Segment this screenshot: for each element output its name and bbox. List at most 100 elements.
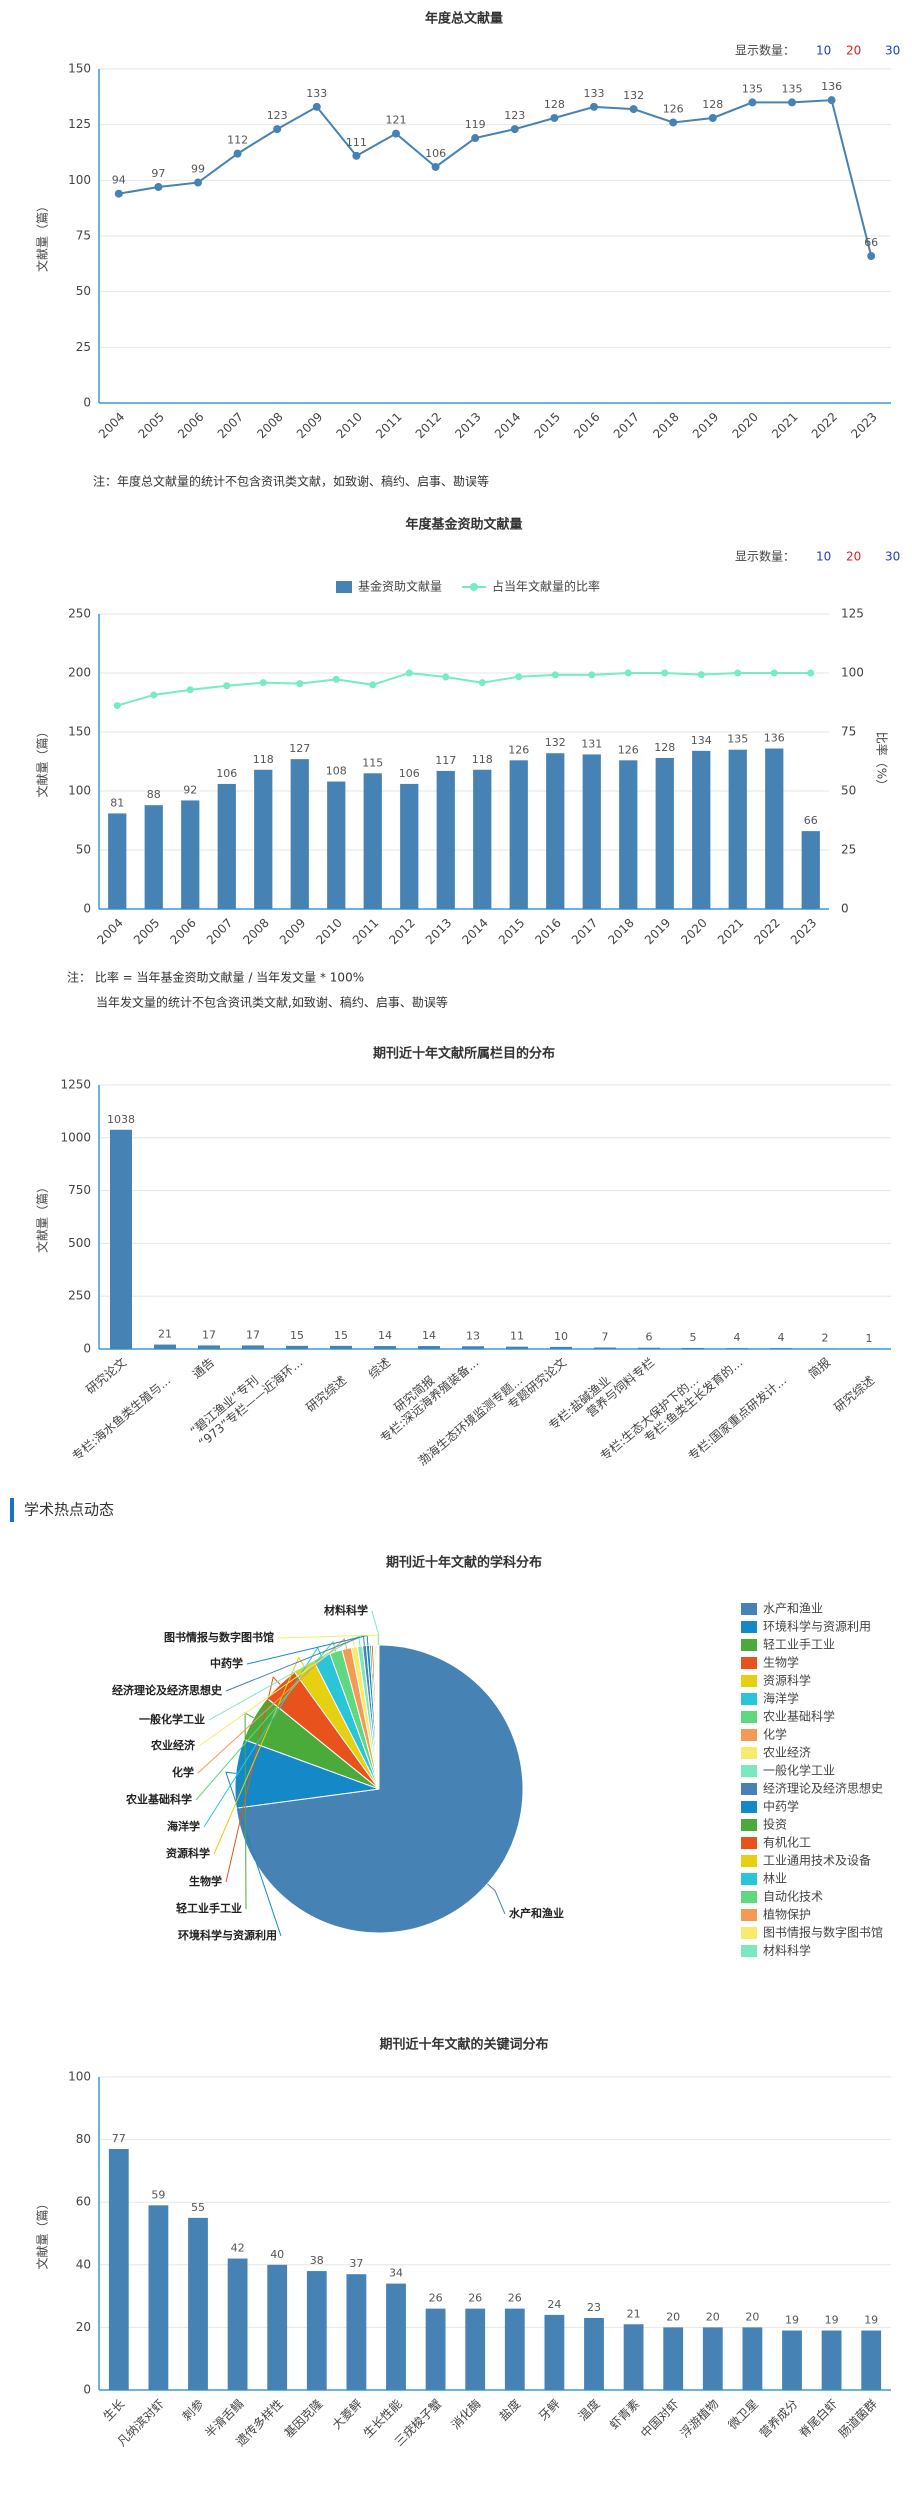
legend-label[interactable]: 材料科学 — [763, 1943, 811, 1958]
slice-label: 材料科学 — [324, 1603, 368, 1617]
value-label: 21 — [627, 2307, 641, 2320]
display-option[interactable]: 10 — [816, 44, 831, 58]
legend-label[interactable]: 化学 — [763, 1727, 787, 1742]
ratio-point — [515, 673, 523, 681]
display-option[interactable]: 20 — [846, 550, 861, 564]
x-tick-label: 2013 — [452, 410, 483, 441]
value-label: 135 — [742, 82, 763, 95]
value-label: 66 — [804, 814, 818, 827]
legend-label[interactable]: 投资 — [763, 1817, 787, 1832]
x-tick-label: 脊尾白虾 — [796, 2396, 841, 2441]
x-tick-label: 肠道菌群 — [836, 2397, 880, 2441]
legend-label[interactable]: 经济理论及经济思想史 — [763, 1781, 883, 1796]
legend-swatch — [741, 1711, 757, 1723]
legend-label[interactable]: 工业通用技术及设备 — [763, 1854, 871, 1868]
legend-label[interactable]: 轻工业手工业 — [763, 1638, 835, 1652]
legend-swatch — [741, 1873, 757, 1885]
display-option[interactable]: 10 — [816, 550, 831, 564]
value-label: 136 — [821, 80, 842, 93]
legend-label[interactable]: 图书情报与数字图书馆 — [763, 1925, 883, 1940]
display-option[interactable]: 30 — [885, 44, 900, 58]
legend-label[interactable]: 植物保护 — [763, 1907, 811, 1922]
point — [233, 149, 242, 158]
legend-label[interactable]: 农业基础科学 — [763, 1709, 835, 1724]
value-label: 66 — [864, 236, 878, 249]
ratio-point — [332, 675, 340, 683]
x-tick-label: 2022 — [751, 916, 782, 947]
y-tick-label: 50 — [76, 284, 91, 298]
display-option[interactable]: 30 — [885, 550, 900, 564]
slice-label: 图书情报与数字图书馆 — [164, 1630, 274, 1644]
value-label: 1038 — [107, 1113, 135, 1126]
value-label: 126 — [618, 743, 639, 756]
y-tick-label: 150 — [68, 725, 91, 739]
slice-label: 一般化学工业 — [139, 1712, 205, 1726]
legend-label: 基金资助文献量 — [358, 579, 442, 594]
legend-label[interactable]: 环境科学与资源利用 — [763, 1619, 871, 1634]
bar — [582, 754, 601, 909]
ratio-point — [369, 681, 377, 689]
point — [788, 98, 796, 107]
bar — [821, 2330, 842, 2390]
value-label: 55 — [191, 2201, 205, 2214]
value-label: 17 — [246, 1328, 260, 1341]
y-tick-label: 0 — [83, 2383, 91, 2397]
legend-label[interactable]: 生物学 — [763, 1655, 799, 1670]
x-tick-label: 消化酶 — [448, 2396, 484, 2432]
value-label: 115 — [362, 756, 383, 769]
legend-swatch — [741, 1855, 757, 1867]
x-tick-label: 2021 — [769, 410, 800, 441]
legend-label[interactable]: 农业经济 — [763, 1745, 811, 1760]
x-tick-label: 2021 — [715, 916, 746, 947]
legend-swatch — [741, 1747, 757, 1759]
value-label: 117 — [435, 754, 456, 767]
value-label: 127 — [289, 742, 310, 755]
x-tick-label: 2014 — [492, 410, 523, 441]
bar — [374, 1346, 396, 1349]
legend-swatch — [741, 1765, 757, 1777]
x-tick-label: 2010 — [313, 916, 344, 947]
bar — [770, 1348, 792, 1349]
value-label: 108 — [326, 765, 347, 778]
bar — [663, 2327, 684, 2390]
x-tick-label: 2008 — [240, 916, 271, 947]
x-tick-label: 2006 — [175, 410, 206, 441]
value-label: 20 — [666, 2310, 680, 2323]
display-option[interactable]: 20 — [846, 44, 861, 58]
ratio-point — [734, 669, 742, 677]
legend-label[interactable]: 有机化工 — [763, 1836, 811, 1850]
bar — [504, 2308, 525, 2390]
leader-line — [208, 1635, 361, 1721]
point — [194, 178, 202, 187]
legend-label[interactable]: 一般化学工业 — [763, 1763, 835, 1778]
legend-label[interactable]: 中药学 — [763, 1799, 799, 1814]
legend-label[interactable]: 林业 — [763, 1872, 787, 1886]
y-axis-title: 文献量（篇） — [35, 200, 50, 272]
bar — [655, 757, 674, 909]
value-label: 94 — [112, 174, 126, 187]
note: 注： 比率 = 当年基金资助文献量 / 当年发文量 * 100% — [67, 970, 364, 985]
note: 注：年度总文献量的统计不包含资讯类文献，如致谢、稿约、启事、勘误等 — [93, 474, 489, 489]
point — [273, 125, 282, 134]
x-tick-label: 基因克隆 — [281, 2396, 326, 2441]
y-tick-label: 125 — [68, 117, 91, 131]
legend-label[interactable]: 资源科学 — [763, 1673, 811, 1688]
point — [154, 183, 163, 192]
x-tick-label: 浮游植物 — [677, 2396, 722, 2441]
x-tick-label: 2007 — [215, 410, 246, 441]
bar — [550, 1346, 572, 1349]
x-tick-label: 研究论文 — [83, 1354, 129, 1396]
legend-label[interactable]: 水产和渔业 — [763, 1602, 823, 1616]
x-tick-label: 2020 — [729, 410, 760, 441]
value-label: 19 — [825, 2314, 839, 2327]
slice-label: 水产和渔业 — [509, 1906, 564, 1920]
bar — [181, 800, 200, 909]
bar — [506, 1346, 528, 1349]
legend-label[interactable]: 自动化技术 — [763, 1890, 823, 1904]
chart-title: 年度总文献量 — [425, 11, 503, 27]
ratio-point — [478, 679, 486, 687]
legend-label[interactable]: 海洋学 — [763, 1691, 799, 1706]
bar — [400, 783, 419, 909]
legend-swatch — [741, 1837, 757, 1849]
